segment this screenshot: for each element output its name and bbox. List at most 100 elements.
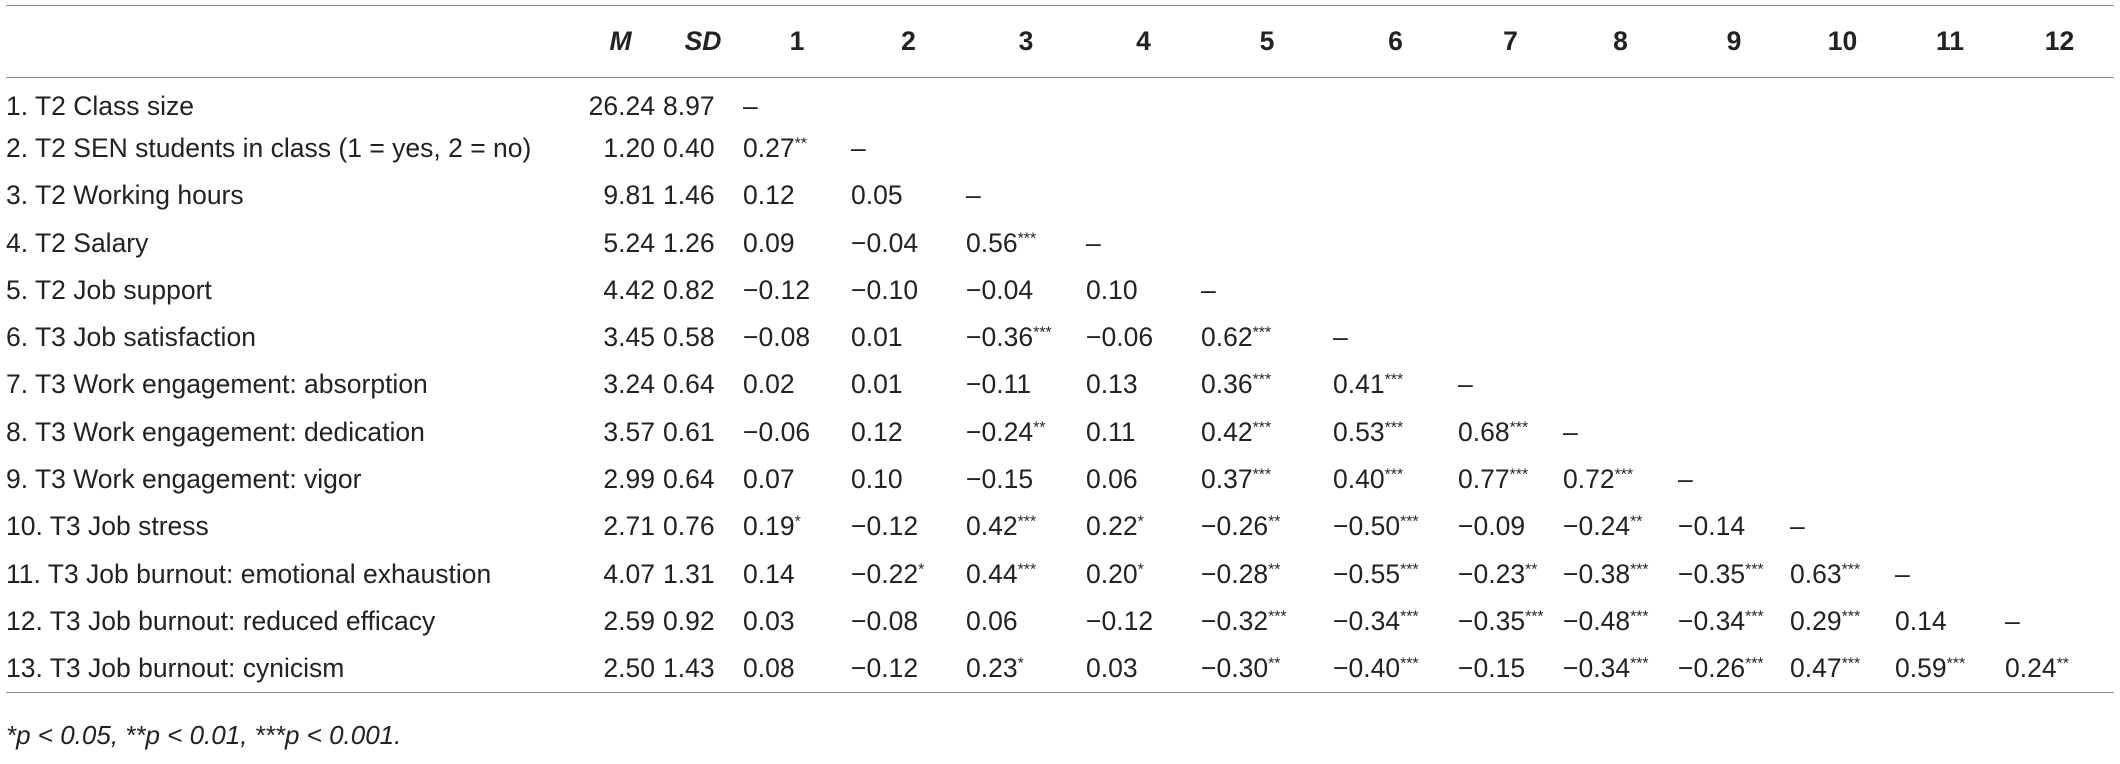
variable-label: 6. T3 Job satisfaction — [6, 322, 256, 353]
correlation-cell — [2005, 219, 2114, 266]
correlation-cell: 0.19* — [743, 511, 801, 542]
table-row: 12. T3 Job burnout: reduced efficacy 2.59… — [6, 598, 2114, 645]
significance-stars: *** — [1630, 608, 1649, 626]
correlation-cell: 0.02 — [743, 369, 795, 400]
correlation-cell — [1563, 267, 1678, 314]
correlation-cell: −0.35*** — [1678, 558, 1764, 589]
correlation-cell: 0.08 — [743, 652, 795, 683]
correlation-cell — [1333, 219, 1458, 266]
correlation-cell — [1086, 125, 1201, 172]
correlation-cell: – — [966, 180, 981, 211]
correlation-cell: 0.24** — [2005, 652, 2069, 683]
mean-cell: 2.50 — [603, 652, 655, 683]
mean-cell: 1.20 — [603, 132, 655, 163]
correlation-cell: – — [1678, 464, 1693, 495]
header-col-1: 1 — [789, 26, 805, 56]
significance-stars: *** — [1400, 513, 1419, 531]
sd-cell: 8.97 — [663, 90, 715, 121]
correlation-cell: 0.42*** — [966, 511, 1037, 542]
correlation-cell: – — [851, 132, 866, 163]
correlation-cell — [966, 125, 1086, 172]
variable-label: 9. T3 Work engagement: vigor — [6, 464, 362, 495]
correlation-cell: 0.42*** — [1201, 416, 1272, 447]
header-col-5: 5 — [1259, 26, 1275, 56]
correlation-cell: −0.22* — [851, 558, 925, 589]
mean-cell: 2.99 — [603, 464, 655, 495]
significance-stars: *** — [1745, 655, 1764, 673]
variable-label: 1. T2 Class size — [6, 90, 195, 121]
header-col-10: 10 — [1827, 26, 1858, 56]
mean-cell: 9.81 — [603, 180, 655, 211]
correlation-cell: −0.24** — [1563, 511, 1643, 542]
significance-stars: *** — [1252, 324, 1272, 342]
variable-label: 11. T3 Job burnout: emotional exhaustion — [6, 558, 492, 589]
variable-label: 7. T3 Work engagement: absorption — [6, 369, 428, 400]
significance-stars: *** — [1841, 560, 1861, 578]
correlation-cell: −0.48*** — [1563, 605, 1649, 636]
correlation-cell — [1895, 361, 2005, 408]
table-row: 1. T2 Class size 26.24 8.97– — [6, 78, 2114, 125]
correlation-cell: −0.50*** — [1333, 511, 1419, 542]
correlation-cell: 0.47*** — [1790, 652, 1861, 683]
correlation-cell — [2005, 550, 2114, 597]
correlation-cell — [1086, 172, 1201, 219]
variable-label: 2. T2 SEN students in class (1 = yes, 2 … — [6, 132, 532, 163]
correlation-cell: 0.41*** — [1333, 369, 1404, 400]
correlation-cell: −0.35*** — [1458, 605, 1544, 636]
header-col-3: 3 — [1018, 26, 1034, 56]
correlation-cell: – — [743, 90, 758, 121]
significance-stars: *** — [1268, 608, 1287, 626]
correlation-cell: – — [1563, 416, 1578, 447]
sd-cell: 1.31 — [663, 558, 715, 589]
header-row: M SD 1 2 3 4 5 6 7 8 9 10 11 12 — [6, 6, 2114, 78]
correlation-cell: −0.12 — [1086, 605, 1154, 636]
correlation-cell — [1333, 267, 1458, 314]
significance-stars: ** — [1630, 513, 1643, 531]
variable-label: 12. T3 Job burnout: reduced efficacy — [6, 605, 436, 636]
correlation-cell: 0.22* — [1086, 511, 1144, 542]
correlation-cell — [1678, 78, 1790, 125]
correlation-cell — [1563, 314, 1678, 361]
variable-label: 8. T3 Work engagement: dedication — [6, 416, 425, 447]
correlation-cell: 0.40*** — [1333, 464, 1404, 495]
correlation-cell — [1458, 267, 1563, 314]
table-row: 6. T3 Job satisfaction 3.45 0.58 −0.08 0.01 −… — [6, 314, 2114, 361]
header-col-2: 2 — [901, 26, 916, 56]
correlation-cell: −0.08 — [851, 605, 919, 636]
correlation-cell: 0.68*** — [1458, 416, 1529, 447]
correlation-cell: 0.36*** — [1201, 369, 1272, 400]
significance-stars: * — [794, 513, 801, 531]
correlation-cell: 0.01 — [851, 369, 903, 400]
correlation-cell: 0.12 — [851, 416, 903, 447]
correlation-cell — [1086, 78, 1201, 125]
correlation-cell — [1563, 361, 1678, 408]
correlation-cell — [2005, 361, 2114, 408]
header-sd: SD — [684, 26, 722, 56]
correlation-cell — [1895, 267, 2005, 314]
significance-stars: *** — [1841, 608, 1861, 626]
correlation-cell — [2005, 267, 2114, 314]
correlation-cell: 0.10 — [851, 464, 903, 495]
correlation-cell: 0.56*** — [966, 227, 1037, 258]
correlation-cell: −0.08 — [743, 322, 811, 353]
significance-stars: *** — [1400, 560, 1419, 578]
significance-stars: *** — [1017, 560, 1037, 578]
correlation-cell: – — [1086, 227, 1101, 258]
mean-cell: 3.45 — [603, 322, 655, 353]
correlation-table: M SD 1 2 3 4 5 6 7 8 9 10 11 12 1. T2 Cl… — [6, 5, 2114, 693]
header-col-8: 8 — [1613, 26, 1628, 56]
correlation-cell: −0.30** — [1201, 652, 1281, 683]
significance-stars: *** — [1509, 466, 1529, 484]
sd-cell: 0.64 — [663, 369, 715, 400]
correlation-cell: 0.63*** — [1790, 558, 1861, 589]
correlation-cell — [1790, 409, 1895, 456]
correlation-cell: – — [2005, 605, 2020, 636]
mean-cell: 3.24 — [603, 369, 655, 400]
correlation-cell: 0.03 — [743, 605, 795, 636]
correlation-cell — [1895, 219, 2005, 266]
correlation-cell: 0.14 — [743, 558, 795, 589]
significance-stars: ** — [1268, 655, 1281, 673]
significance-stars: *** — [1509, 418, 1529, 436]
sd-cell: 0.40 — [663, 132, 715, 163]
correlation-cell: – — [1201, 274, 1216, 305]
